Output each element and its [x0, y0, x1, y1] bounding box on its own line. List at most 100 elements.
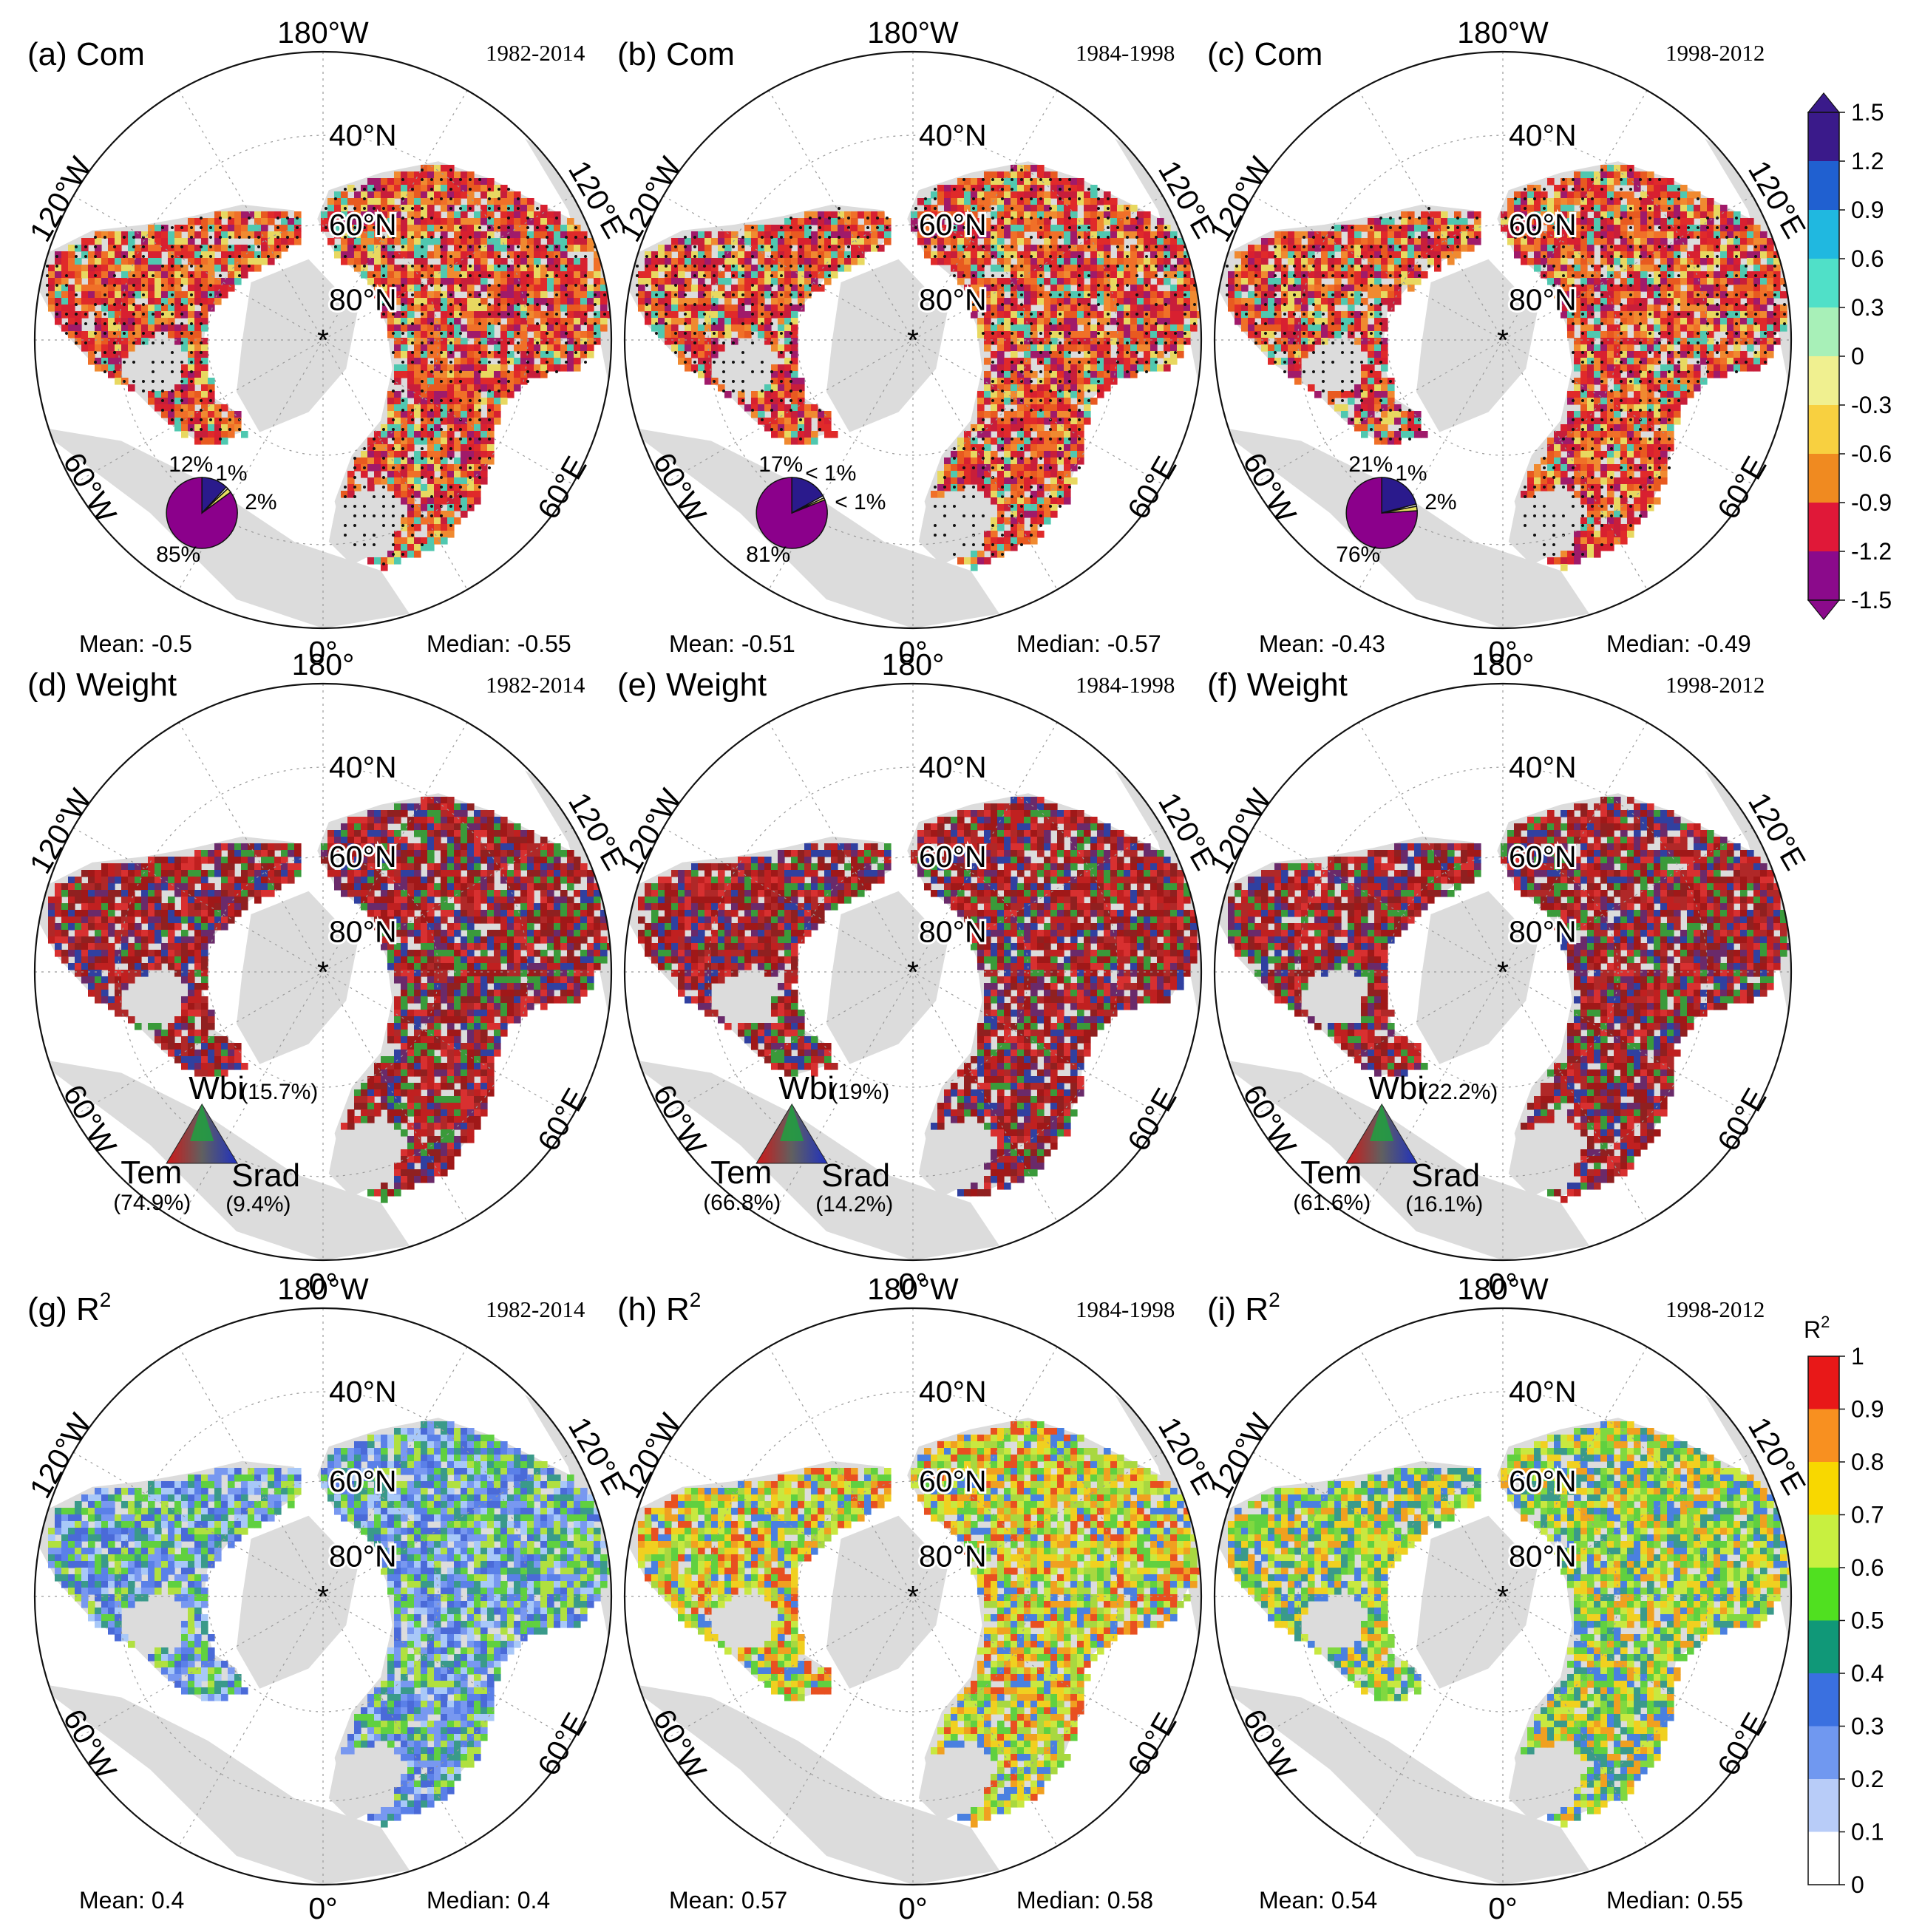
sig-dot-p0-315: [411, 303, 414, 306]
map-pixel-p0-317: [274, 231, 282, 239]
map-pixel-p0-1162: [547, 324, 554, 332]
map-pixel-p1-1025: [771, 311, 778, 319]
sig-dot-p0-414: [152, 341, 154, 344]
map-pixel-p1-192: [851, 218, 858, 225]
map-pixel-p0-28: [441, 178, 448, 186]
map-pixel-p0-543: [547, 251, 554, 259]
map-pixel-p1-1497: [764, 398, 772, 405]
map-pixel-p1-929: [1037, 298, 1045, 305]
map-pixel-p1-1312: [1090, 351, 1098, 358]
map-pixel-p1-100: [1044, 198, 1051, 205]
map-pixel-p1-119: [997, 205, 1005, 212]
map-pixel-p0-1358: [540, 358, 548, 365]
map-pixel-p1-1206: [1150, 331, 1158, 339]
map-pixel-p1-309: [858, 231, 865, 239]
sig-dot-p1-228: [1020, 265, 1023, 268]
sig-dot-p0-228: [180, 274, 183, 277]
sig-dot-p0-227: [171, 274, 174, 277]
map-pixel-p0-1456: [188, 384, 195, 392]
map-pixel-p1-1401: [1044, 371, 1051, 378]
sig-dot-p1-346: [1059, 303, 1062, 306]
sig-dot-p0-111: [401, 236, 404, 239]
map-pixel-p1-608: [1157, 258, 1164, 265]
sig-dot-p0-240: [507, 274, 510, 277]
map-pixel-p0-654: [474, 265, 481, 272]
map-pixel-p1-1848: [997, 524, 1005, 531]
map-pixel-p1-1460: [1064, 384, 1071, 392]
map-pixel-p0-41: [387, 185, 395, 192]
map-pixel-p1-710: [1024, 271, 1031, 279]
map-pixel-p1-14: [1050, 171, 1058, 179]
map-pixel-p1-730: [1177, 271, 1184, 279]
map-pixel-p1-1734: [1017, 464, 1025, 472]
sig-dot-p0-31: [325, 207, 327, 210]
sig-dot-p0-336: [142, 313, 145, 316]
map-pixel-p1-446: [957, 245, 965, 252]
map-pixel-p0-1725: [394, 458, 401, 465]
map-pixel-p0-1121: [75, 324, 82, 332]
map-pixel-p1-117: [977, 205, 985, 212]
map-pixel-p1-126: [1044, 205, 1051, 212]
map-pixel-p0-520: [387, 251, 395, 259]
map-pixel-p0-1187: [194, 331, 202, 339]
land-2: [826, 259, 948, 432]
map-pixel-p0-1770: [447, 471, 455, 478]
map-pixel-p0-1532: [168, 404, 175, 412]
map-pixel-p0-1300: [101, 351, 109, 358]
map-pixel-p0-423: [115, 245, 122, 252]
map-pixel-p1-1285: [1117, 344, 1124, 352]
sig-dot-p0-37: [392, 207, 395, 210]
sig-dot-p0-542: [411, 409, 414, 412]
map-pixel-p0-1533: [174, 404, 182, 412]
sig-dot-p0-91: [94, 236, 97, 239]
map-pixel-p1-138: [804, 211, 812, 219]
sig-dot-p0-613: [363, 466, 366, 469]
map-pixel-p1-393: [991, 238, 998, 245]
map-pixel-p1-215: [1064, 218, 1071, 225]
map-pixel-p1-666: [1117, 265, 1124, 272]
map-pixel-p1-1107: [1150, 318, 1158, 325]
sig-dot-p1-398: [1164, 322, 1167, 325]
map-pixel-p0-337: [461, 231, 468, 239]
map-pixel-p0-429: [161, 245, 169, 252]
map-pixel-p1-1254: [1184, 338, 1191, 345]
map-pixel-p0-532: [467, 251, 475, 259]
map-pixel-p1-1844: [1030, 517, 1038, 525]
map-pixel-p0-1176: [108, 331, 115, 339]
map-pixel-p1-731: [1184, 271, 1191, 279]
map-pixel-p0-1758: [480, 464, 488, 472]
sig-dot-p0-42: [459, 207, 462, 210]
sig-dot-p0-189: [584, 255, 587, 258]
map-pixel-p0-1580: [474, 411, 481, 418]
map-pixel-p0-1728: [414, 458, 421, 465]
sig-dot-p0-660: [353, 514, 356, 517]
map-pixel-p0-370: [201, 238, 208, 245]
map-pixel-p1-1569: [1084, 411, 1091, 418]
sig-dot-p0-2: [401, 178, 404, 181]
map-pixel-p0-1389: [520, 364, 528, 372]
map-pixel-p1-416: [665, 245, 672, 252]
map-pixel-p1-576: [931, 258, 938, 265]
map-pixel-p1-1533: [1017, 404, 1025, 412]
sig-dot-p0-623: [353, 476, 356, 479]
map-pixel-p0-198: [321, 218, 328, 225]
map-pixel-p1-1182: [984, 331, 991, 339]
map-pixel-p1-1024: [764, 311, 772, 319]
map-pixel-p0-1525: [474, 398, 481, 405]
sig-dot-p0-382: [565, 322, 568, 325]
sig-dot-p1-25: [1087, 188, 1090, 191]
map-pixel-p0-90: [361, 198, 368, 205]
map-pixel-p0-483: [61, 251, 69, 259]
map-pixel-p1-423: [724, 245, 732, 252]
map-pixel-p1-150: [911, 211, 918, 219]
map-pixel-p1-55: [1090, 185, 1098, 192]
map-pixel-p1-838: [1150, 285, 1158, 292]
sig-dot-p1-270: [1184, 274, 1186, 277]
map-pixel-p1-4: [1037, 165, 1045, 172]
map-pixel-p1-331: [1044, 231, 1051, 239]
map-pixel-p1-601: [1110, 258, 1118, 265]
map-pixel-p1-927: [1024, 298, 1031, 305]
map-pixel-p0-979: [141, 305, 149, 312]
map-pixel-p0-30: [454, 178, 461, 186]
sig-dot-p1-122: [1049, 236, 1052, 239]
